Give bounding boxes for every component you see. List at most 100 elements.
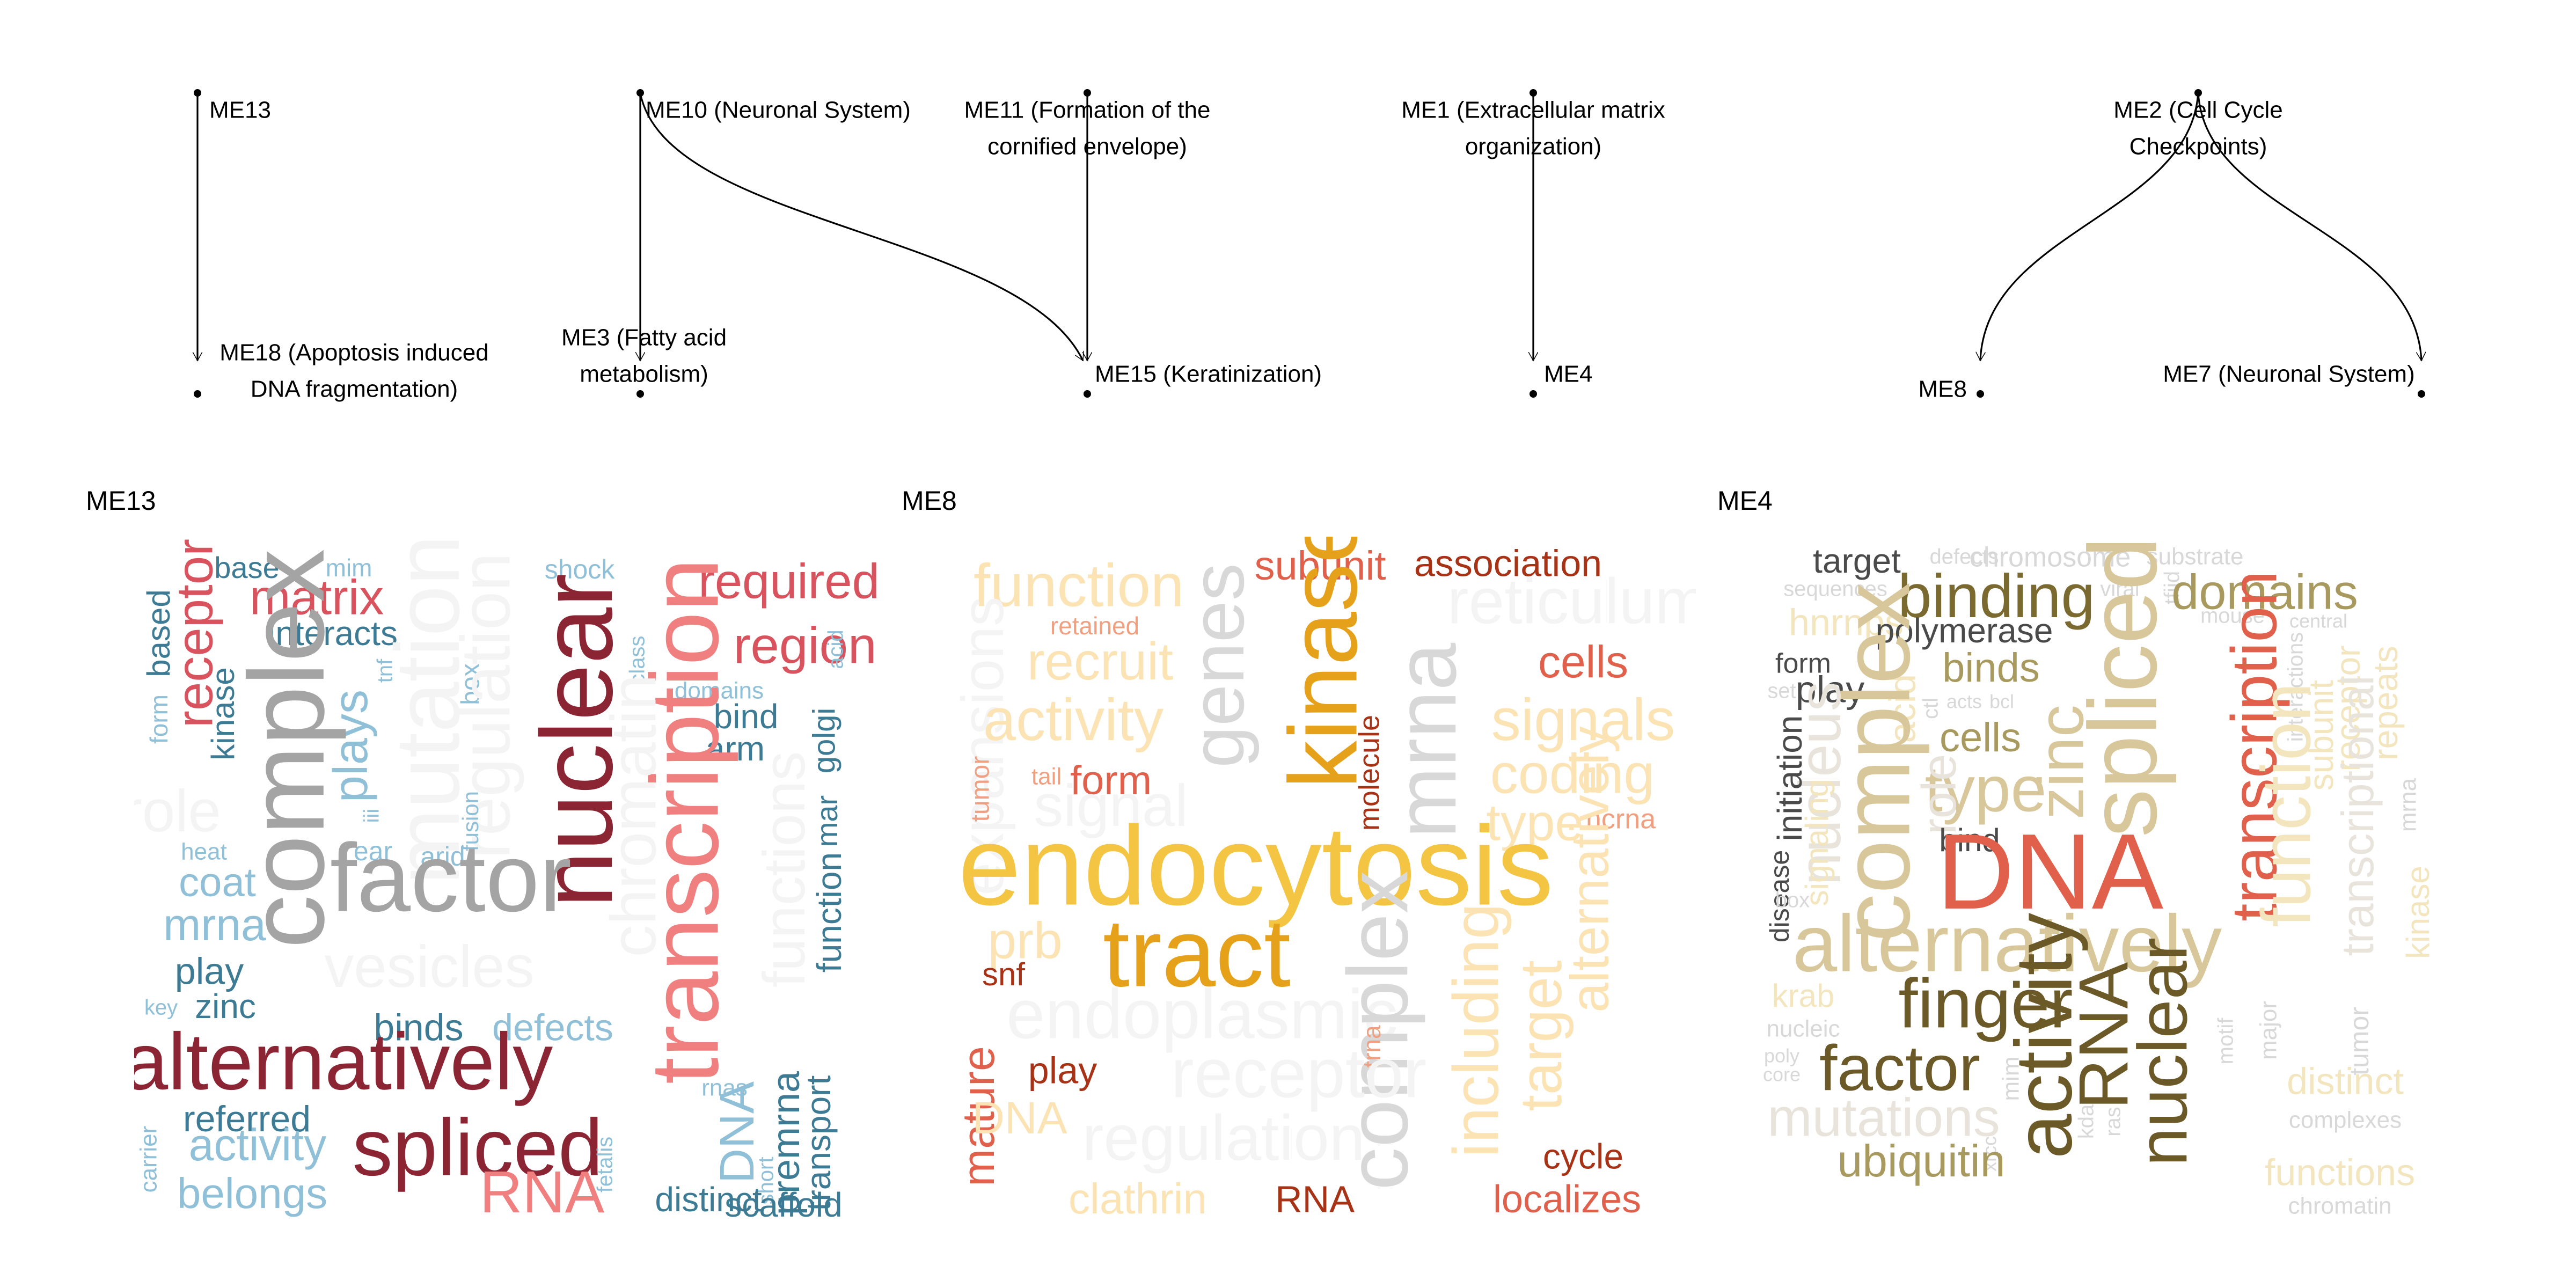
cloud-word: ncrna bbox=[1586, 804, 1656, 835]
node-label: ME2 (Cell Cycle bbox=[2113, 97, 2282, 123]
cloud-word: distinct bbox=[2287, 1060, 2404, 1102]
cloud-word: snf bbox=[982, 956, 1025, 992]
edge-me2-to-me8 bbox=[1980, 92, 2199, 361]
cloud-word: genes bbox=[1175, 563, 1260, 767]
cloud-word: based bbox=[141, 589, 177, 677]
cloud-word: interactions bbox=[2284, 632, 2308, 742]
node-label: metabolism) bbox=[580, 361, 708, 387]
node-me11: ME11 (Formation of the cornified envelope… bbox=[964, 89, 1211, 160]
cloud-word: viral bbox=[2100, 577, 2139, 601]
node-me7: ME7 (Neuronal System) bbox=[2163, 361, 2425, 398]
cloud-word: spliced bbox=[353, 1102, 603, 1192]
node-label: Checkpoints) bbox=[2129, 134, 2267, 160]
cloud-word: mrna bbox=[1378, 643, 1474, 839]
cloud-word: transport bbox=[799, 1075, 838, 1211]
node-label: organization) bbox=[1465, 134, 1601, 160]
cloud-word: role bbox=[134, 778, 221, 844]
node-dot bbox=[194, 390, 201, 398]
cloud-word: scaffold bbox=[724, 1185, 842, 1224]
cloud-word: mouse bbox=[2200, 604, 2265, 628]
cloud-word: repeats bbox=[2366, 646, 2405, 760]
node-me15: ME15 (Keratinization) bbox=[1084, 361, 1322, 398]
cloud-word: function bbox=[974, 552, 1184, 619]
cloud-word: kda bbox=[2075, 1104, 2098, 1139]
cloud-word: iii bbox=[360, 809, 384, 823]
node-dot bbox=[2194, 89, 2202, 97]
node-label: ME15 (Keratinization) bbox=[1095, 361, 1322, 387]
node-dot bbox=[2418, 390, 2425, 398]
cloud-word: kinase bbox=[205, 667, 241, 760]
cloud-word: mature bbox=[953, 1046, 1004, 1186]
cloud-word: complex bbox=[1823, 582, 1930, 942]
node-label: ME13 bbox=[209, 97, 271, 123]
cloud-word: carrier bbox=[136, 1126, 162, 1193]
cloud-word: mrna bbox=[2395, 778, 2421, 832]
cloud-word: binding bbox=[1898, 562, 2095, 631]
cloud-word: DNA bbox=[972, 1093, 1067, 1143]
cloud-word: zinc bbox=[2025, 705, 2097, 819]
node-dot bbox=[194, 89, 201, 97]
cloud-word: mrna bbox=[163, 899, 266, 950]
cloud-word: role bbox=[1913, 754, 1966, 835]
cloud-word: play bbox=[175, 950, 244, 992]
cloud-word: mim bbox=[1998, 1056, 2024, 1101]
cloud-word: bcl bbox=[1989, 691, 2014, 713]
cloud-word: transcriptional bbox=[2332, 676, 2383, 956]
cloud-word: bind bbox=[1939, 822, 2000, 858]
cloud-word: signal bbox=[1034, 773, 1188, 839]
cloud-word: play bbox=[1796, 668, 1864, 710]
cloud-word: factor bbox=[1819, 1033, 1980, 1104]
cloud-word: receptor bbox=[1171, 1034, 1427, 1112]
cloud-word: tnf bbox=[374, 658, 397, 683]
cloud-word: chromatin bbox=[2288, 1193, 2391, 1219]
cloud-word: initiation bbox=[1770, 715, 1809, 841]
cloud-word: activity bbox=[189, 1119, 327, 1170]
cloud-word: trna bbox=[1358, 1025, 1386, 1068]
cloud-word: regulation bbox=[1082, 1102, 1365, 1174]
cloud-word: binds bbox=[374, 1006, 463, 1048]
node-dot bbox=[636, 89, 644, 97]
cloud-word: complex bbox=[227, 549, 347, 949]
cloud-word: RNA bbox=[2064, 962, 2142, 1109]
cloud-word: expansions bbox=[950, 597, 1016, 896]
cloud-word: golgi bbox=[807, 708, 841, 774]
cloud-word: type bbox=[1925, 753, 2047, 825]
cloud-word: bind bbox=[714, 697, 779, 736]
cloud-word: interacts bbox=[268, 614, 398, 653]
cloud-word: type bbox=[1486, 794, 1583, 851]
cloud-word: region bbox=[734, 617, 877, 674]
cloud-word: arm bbox=[706, 729, 765, 768]
node-label: DNA fragmentation) bbox=[251, 376, 458, 402]
node-dot bbox=[1084, 89, 1091, 97]
panel-title: ME4 bbox=[1717, 486, 1773, 516]
node-label: ME11 (Formation of the bbox=[964, 97, 1211, 123]
node-me10: ME10 (Neuronal System) bbox=[636, 89, 911, 123]
cloud-word: receptor bbox=[2329, 646, 2367, 772]
cloud-word: DNA bbox=[711, 1081, 764, 1183]
cloud-word: regulation bbox=[446, 553, 524, 859]
cloud-word: form bbox=[1775, 648, 1831, 679]
cloud-word: fetalis bbox=[594, 1137, 617, 1193]
node-dot bbox=[1084, 390, 1091, 398]
cloud-word: major bbox=[2256, 1001, 2282, 1060]
cloud-word: central bbox=[2289, 610, 2347, 632]
cloud-word: box bbox=[457, 663, 485, 705]
cloud-word: cells bbox=[1538, 636, 1628, 687]
cloud-word: form bbox=[145, 694, 173, 744]
cloud-word: coding bbox=[1490, 743, 1655, 805]
node-me1: ME1 (Extracellular matrix organization) bbox=[1401, 89, 1665, 160]
node-me2: ME2 (Cell Cycle Checkpoints) bbox=[2113, 89, 2283, 160]
node-label: ME7 (Neuronal System) bbox=[2163, 361, 2414, 387]
cloud-word: mim bbox=[326, 554, 372, 582]
cloud-word: mar bbox=[810, 795, 844, 847]
node-label: ME8 bbox=[1919, 376, 1967, 402]
wordcloud-svg: subunit association function reticulum retai… bbox=[950, 510, 1708, 1223]
cloud-word: ear bbox=[354, 836, 392, 866]
cloud-word: endocytosis bbox=[958, 802, 1554, 928]
cloud-word: vesicles bbox=[324, 934, 534, 1000]
cloud-word: target bbox=[1813, 541, 1901, 580]
cloud-word: rnas bbox=[701, 1075, 748, 1101]
wordcloud-panel-3: target defects chromosome substrate sequence… bbox=[1760, 537, 2512, 1288]
